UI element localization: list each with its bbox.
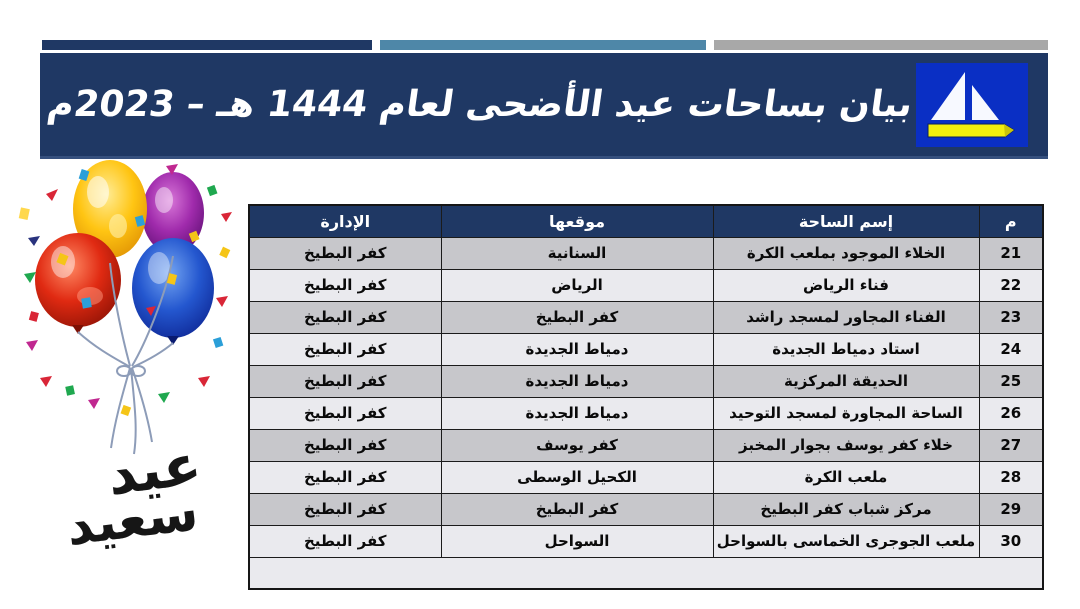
table-row: 26 الساحة المجاورة لمسجد التوحيد دمياط الج…: [248, 396, 1044, 430]
cell-num: 26: [978, 396, 1044, 430]
cell-location: كفر البطيخ: [440, 300, 714, 334]
cell-location: السواحل: [440, 524, 714, 558]
cell-admin: كفر البطيخ: [248, 300, 442, 334]
cell-name: الساحة المجاورة لمسجد التوحيد: [712, 396, 980, 430]
title-banner: بيان بساحات عيد الأضحى لعام 1444 هـ – 20…: [40, 53, 1048, 159]
cell-admin: كفر البطيخ: [248, 460, 442, 494]
cell-admin: كفر البطيخ: [248, 396, 442, 430]
table-footer-strip: [248, 556, 1044, 590]
cell-num: 30: [978, 524, 1044, 558]
cell-location: الرياض: [440, 268, 714, 302]
table-row: 28 ملعب الكرة الكحيل الوسطى كفر البطيخ: [248, 460, 1044, 494]
header-location: موقعها: [440, 204, 714, 238]
header-name: إسم الساحة: [712, 204, 980, 238]
accent-bar-steel-blue: [380, 40, 706, 50]
cell-admin: كفر البطيخ: [248, 332, 442, 366]
cell-admin: كفر البطيخ: [248, 364, 442, 398]
header-number: م: [978, 204, 1044, 238]
eid-saeed-calligraphy: عيد سعيد: [12, 432, 254, 609]
table-row: 30 ملعب الجوجرى الخماسى بالسواحل السواحل كف…: [248, 524, 1044, 558]
eid-squares-table: م إسم الساحة موقعها الإدارة 21 الخلاء الم…: [248, 204, 1044, 590]
cell-name: مركز شباب كفر البطيخ: [712, 492, 980, 526]
table-header-row: م إسم الساحة موقعها الإدارة: [248, 204, 1044, 238]
table-row: 21 الخلاء الموجود بملعب الكرة السنانية كفر …: [248, 236, 1044, 270]
cell-admin: كفر البطيخ: [248, 492, 442, 526]
cell-num: 24: [978, 332, 1044, 366]
cell-name: ملعب الجوجرى الخماسى بالسواحل: [712, 524, 980, 558]
cell-location: كفر يوسف: [440, 428, 714, 462]
balloons-bouquet-image: [18, 156, 243, 458]
cell-num: 27: [978, 428, 1044, 462]
cell-location: دمياط الجديدة: [440, 332, 714, 366]
cell-admin: كفر البطيخ: [248, 428, 442, 462]
table-row: 29 مركز شباب كفر البطيخ كفر البطيخ كفر البط…: [248, 492, 1044, 526]
header-admin: الإدارة: [248, 204, 442, 238]
cell-admin: كفر البطيخ: [248, 236, 442, 270]
table-row: 23 الفناء المجاور لمسجد راشد كفر البطيخ كفر…: [248, 300, 1044, 334]
table-row: 24 استاد دمياط الجديدة دمياط الجديدة كفر ال…: [248, 332, 1044, 366]
cell-location: الكحيل الوسطى: [440, 460, 714, 494]
cell-num: 21: [978, 236, 1044, 270]
cell-name: خلاء كفر يوسف بجوار المخبز: [712, 428, 980, 462]
cell-num: 22: [978, 268, 1044, 302]
cell-admin: كفر البطيخ: [248, 268, 442, 302]
cell-name: استاد دمياط الجديدة: [712, 332, 980, 366]
table-row: 27 خلاء كفر يوسف بجوار المخبز كفر يوسف كفر …: [248, 428, 1044, 462]
accent-bar-navy: [42, 40, 372, 50]
cell-num: 28: [978, 460, 1044, 494]
cell-name: ملعب الكرة: [712, 460, 980, 494]
page-title: بيان بساحات عيد الأضحى لعام 1444 هـ – 20…: [44, 84, 916, 125]
table-row: 25 الحديقة المركزية دمياط الجديدة كفر البطي…: [248, 364, 1044, 398]
cell-name: الخلاء الموجود بملعب الكرة: [712, 236, 980, 270]
cell-admin: كفر البطيخ: [248, 524, 442, 558]
cell-location: دمياط الجديدة: [440, 364, 714, 398]
accent-bar-gray: [714, 40, 1048, 50]
table-body: 21 الخلاء الموجود بملعب الكرة السنانية كفر …: [248, 236, 1044, 558]
cell-num: 23: [978, 300, 1044, 334]
cell-num: 25: [978, 364, 1044, 398]
cell-name: الفناء المجاور لمسجد راشد: [712, 300, 980, 334]
sailboat-logo-icon: [916, 63, 1028, 147]
cell-location: دمياط الجديدة: [440, 396, 714, 430]
cell-location: السنانية: [440, 236, 714, 270]
table-row: 22 فناء الرياض الرياض كفر البطيخ: [248, 268, 1044, 302]
cell-name: الحديقة المركزية: [712, 364, 980, 398]
cell-name: فناء الرياض: [712, 268, 980, 302]
cell-num: 29: [978, 492, 1044, 526]
cell-location: كفر البطيخ: [440, 492, 714, 526]
